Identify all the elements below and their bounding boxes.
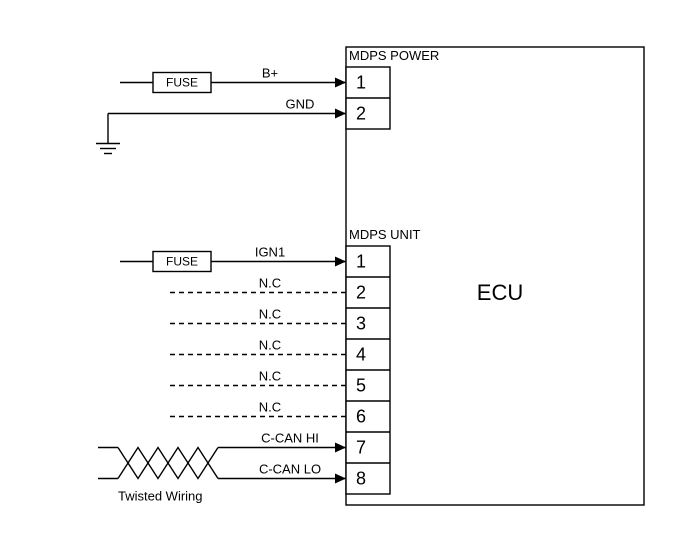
signal-nc-2: N.C xyxy=(259,276,281,291)
wiring-diagram: ECU MDPS POWER 1 2 FUSE B+ GND MDPS UNIT 1 2 N.C 3 N… xyxy=(0,0,700,533)
signal-can-lo: C-CAN LO xyxy=(259,462,321,477)
unit-pin-4: 4 xyxy=(356,345,366,365)
unit-pin-1: 1 xyxy=(356,252,366,272)
power-pin-2: 2 xyxy=(356,104,366,124)
signal-nc-4: N.C xyxy=(259,338,281,353)
signal-nc-3: N.C xyxy=(259,307,281,322)
mdps-unit-title: MDPS UNIT xyxy=(349,227,421,242)
signal-nc-6: N.C xyxy=(259,400,281,415)
signal-bplus: B+ xyxy=(262,66,278,81)
signal-ign1: IGN1 xyxy=(255,245,285,260)
ecu-label: ECU xyxy=(477,280,523,305)
unit-pin-8: 8 xyxy=(356,469,366,489)
fuse-label-power: FUSE xyxy=(166,76,198,90)
unit-pin-3: 3 xyxy=(356,314,366,334)
signal-nc-5: N.C xyxy=(259,369,281,384)
unit-pin-6: 6 xyxy=(356,407,366,427)
unit-pin-5: 5 xyxy=(356,376,366,396)
signal-can-hi: C-CAN HI xyxy=(261,431,319,446)
power-pin-1: 1 xyxy=(356,73,366,93)
mdps-power-title: MDPS POWER xyxy=(349,48,439,63)
signal-gnd: GND xyxy=(286,97,315,112)
unit-pin-2: 2 xyxy=(356,283,366,303)
twisted-wiring-label: Twisted Wiring xyxy=(118,489,203,504)
fuse-label-unit: FUSE xyxy=(166,255,198,269)
unit-pin-7: 7 xyxy=(356,438,366,458)
